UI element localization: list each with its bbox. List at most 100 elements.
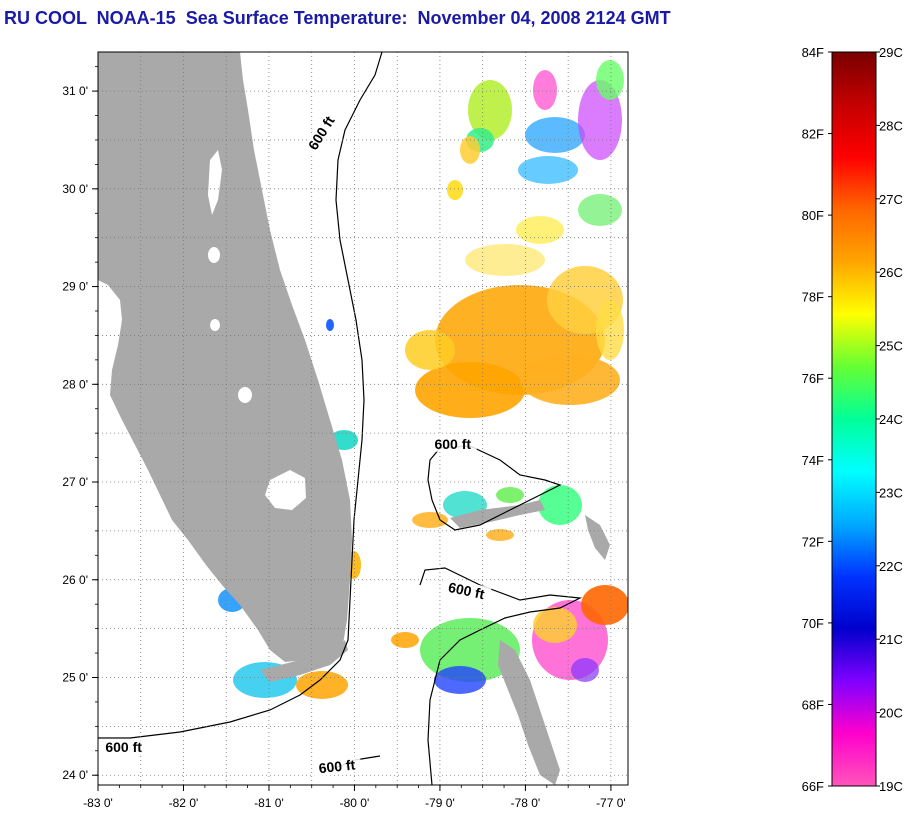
colorbar-f-label: 70F: [802, 616, 824, 631]
contour-label-bg: [428, 435, 477, 452]
sst-patch: [486, 529, 514, 541]
x-tick-label: -80 0': [340, 796, 370, 810]
colorbar-f-label: 68F: [802, 697, 824, 712]
colorbar-c-label: 25C: [879, 339, 903, 354]
sst-patch: [391, 632, 419, 648]
sst-patch: [533, 607, 577, 643]
sst-patch: [581, 585, 628, 625]
colorbar-f-label: 78F: [802, 290, 824, 305]
colorbar-c-label: 23C: [879, 485, 903, 500]
sst-patch: [533, 70, 557, 110]
contour-line: [427, 445, 562, 531]
colorbar-fahrenheit-labels: 84F 82F 80F 78F 76F 74F 72F 70F 68F 66F: [802, 45, 832, 794]
y-tick-label: 30 0': [62, 182, 88, 196]
x-tick-label: -77 0': [596, 796, 626, 810]
sst-patch: [571, 658, 599, 682]
y-axis: 31 0' 30 0' 29 0' 28 0' 27 0' 26 0' 25 0' 24 0': [62, 66, 98, 782]
colorbar-f-label: 84F: [802, 45, 824, 60]
sst-patch: [415, 362, 525, 418]
colorbar-c-label: 19C: [879, 779, 903, 794]
y-tick-label: 31 0': [62, 84, 88, 98]
sst-patch: [405, 330, 455, 370]
colorbar-c-label: 24C: [879, 412, 903, 427]
sst-patch: [465, 244, 545, 276]
colorbar: 84F 82F 80F 78F 76F 74F 72F 70F 68F 66F 29C 28C 27C…: [802, 45, 903, 794]
isobath-600ft: [98, 52, 583, 785]
y-tick-label: 27 0': [62, 475, 88, 489]
y-tick-label: 29 0': [62, 280, 88, 294]
colorbar-f-label: 82F: [802, 127, 824, 142]
contour-label-group: 600 ft: [312, 755, 362, 777]
colorbar-c-label: 22C: [879, 559, 903, 574]
colorbar-f-label: 74F: [802, 453, 824, 468]
y-tick-label: 26 0': [62, 573, 88, 587]
andros-island: [498, 640, 560, 785]
contour-label: 600 ft: [434, 436, 471, 452]
sst-patch: [326, 319, 334, 331]
lake-okeechobee: [265, 470, 306, 510]
sst-patch: [578, 194, 622, 226]
sst-patch: [596, 300, 624, 360]
colorbar-f-label: 72F: [802, 534, 824, 549]
sst-patch: [538, 485, 582, 525]
land-layer: [98, 52, 610, 785]
sst-patch: [520, 355, 620, 405]
colorbar-c-label: 29C: [879, 45, 903, 60]
contour-line: [98, 52, 383, 739]
graticule: [98, 52, 628, 785]
sst-patch: [525, 117, 585, 153]
sst-patch: [518, 156, 578, 184]
contour-line: [419, 567, 583, 785]
colorbar-c-label: 27C: [879, 192, 903, 207]
colorbar-scale: [831, 51, 877, 787]
colorbar-c-label: 26C: [879, 265, 903, 280]
contour-label: 600 ft: [105, 739, 142, 755]
sst-patch: [434, 666, 486, 694]
colorbar-c-label: 28C: [879, 118, 903, 133]
y-tick-label: 25 0': [62, 670, 88, 684]
keys-island: [260, 640, 348, 682]
colorbar-f-label: 80F: [802, 208, 824, 223]
contour-label-bg: [301, 108, 341, 158]
contour-label-group: 600 ft: [99, 738, 148, 755]
sst-patch: [516, 216, 564, 244]
x-tick-label: -83 0': [83, 796, 113, 810]
contour-label-bg: [441, 577, 492, 604]
y-tick-label: 24 0': [62, 768, 88, 782]
sst-patch: [460, 136, 480, 164]
sst-patch: [296, 671, 348, 699]
sst-patch: [447, 180, 463, 200]
contour-label: 600 ft: [447, 579, 486, 602]
sst-patch: [596, 60, 624, 100]
map-title: RU COOL NOAA-15 Sea Surface Temperature:…: [4, 8, 671, 28]
contour-label-group: 600 ft: [428, 435, 477, 452]
colorbar-f-label: 66F: [802, 779, 824, 794]
contour-label-bg: [312, 755, 362, 777]
x-tick-label: -82 0': [169, 796, 199, 810]
sst-patch: [420, 618, 520, 682]
sst-patch: [412, 512, 448, 528]
sst-patch: [496, 487, 524, 503]
contour-label: 600 ft: [318, 756, 356, 776]
grand-bahama-island: [450, 500, 545, 528]
x-axis: -83 0' -82 0' -81 0' -80 0' -79 0' -78 0' -77 …: [83, 785, 626, 810]
river: [208, 150, 222, 215]
y-tick-label: 28 0': [62, 377, 88, 391]
plot-frame: [97, 51, 629, 786]
colorbar-c-label: 20C: [879, 706, 903, 721]
colorbar-celsius-labels: 29C 28C 27C 26C 25C 24C 23C 22C 21C 20C 19C: [876, 45, 903, 794]
colorbar-f-label: 76F: [802, 371, 824, 386]
contour-label-bg: [99, 738, 148, 755]
x-tick-label: -81 0': [254, 796, 284, 810]
x-tick-label: -79 0': [425, 796, 455, 810]
sst-data-layer: [218, 60, 628, 699]
inland-lake: [238, 387, 252, 403]
contour-label-group: 600 ft: [441, 577, 492, 604]
x-tick-label: -78 0': [511, 796, 541, 810]
abaco-island: [585, 515, 610, 560]
inland-lake: [208, 247, 220, 263]
sst-patch: [468, 80, 512, 140]
inland-lake: [210, 319, 220, 331]
